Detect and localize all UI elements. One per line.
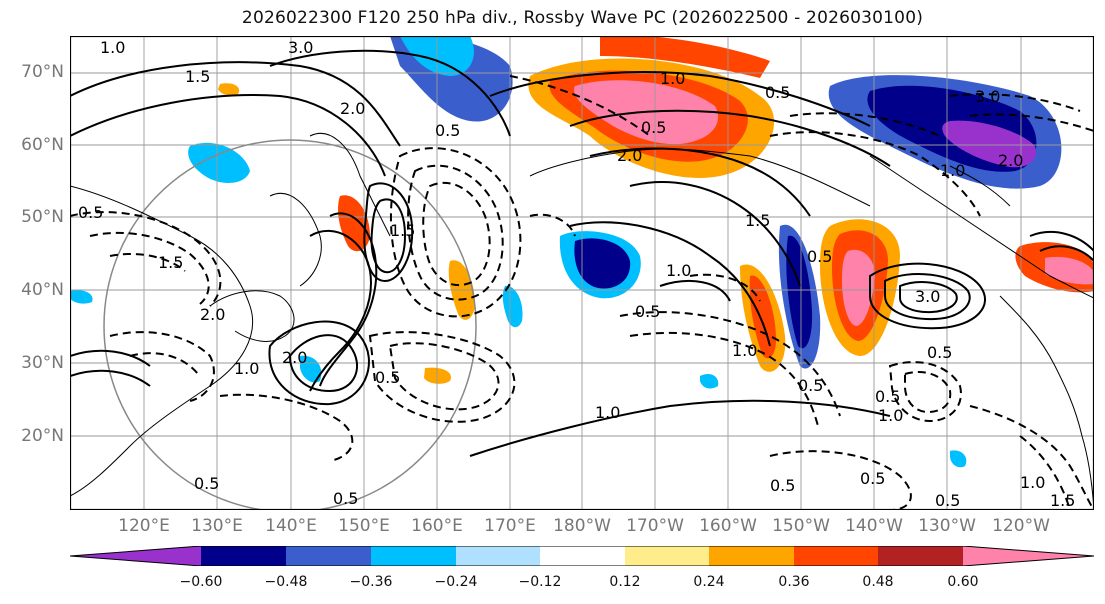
range-circle <box>103 139 477 510</box>
contour-label: 1.0 <box>100 38 125 57</box>
contour-label: 1.0 <box>666 261 691 280</box>
colorbar-segment <box>709 546 794 566</box>
colorbar-segment <box>963 546 1094 566</box>
contour-label: 2.0 <box>200 305 225 324</box>
contour-label: 1.0 <box>940 161 965 180</box>
contour-label: 0.5 <box>641 118 666 137</box>
contour-label: 1.0 <box>732 341 757 360</box>
lon-label: 160°W <box>699 516 757 536</box>
lat-label: 30°N <box>21 353 64 373</box>
shaded-field <box>70 36 1094 468</box>
colorbar-segment <box>70 546 201 566</box>
map-frame <box>70 36 1094 510</box>
contour-label: 3.0 <box>288 38 313 57</box>
contour-label: 0.5 <box>765 83 790 102</box>
lon-label: 120°W <box>992 516 1050 536</box>
colorbar-tick: −0.48 <box>264 574 308 590</box>
contour-label: 0.5 <box>860 469 885 488</box>
map-panel: 1.0 3.0 1.5 2.0 0.5 1.0 2.0 0.5 0.5 3.0 … <box>70 36 1094 510</box>
lon-label: 130°E <box>191 516 243 536</box>
contour-label: 0.5 <box>333 489 358 508</box>
contour-label: 1.0 <box>1020 473 1045 492</box>
lat-label: 40°N <box>21 280 64 300</box>
coastlines <box>70 132 1094 510</box>
colorbar-svg <box>69 545 1095 567</box>
contour-labels: 1.0 3.0 1.5 2.0 0.5 1.0 2.0 0.5 0.5 3.0 … <box>78 38 1075 510</box>
lon-label: 140°W <box>845 516 903 536</box>
lon-label: 120°E <box>118 516 170 536</box>
colorbar-tick: 0.48 <box>862 574 894 590</box>
contour-label: 0.5 <box>935 491 960 510</box>
contour-label: 2.0 <box>617 146 642 165</box>
contour-label: 1.5 <box>745 211 770 230</box>
lon-label: 130°W <box>918 516 976 536</box>
contour-label: 3.0 <box>975 87 1000 106</box>
contour-label: 0.5 <box>927 343 952 362</box>
map-canvas: 1.0 3.0 1.5 2.0 0.5 1.0 2.0 0.5 0.5 3.0 … <box>70 36 1094 510</box>
colorbar <box>69 545 1095 567</box>
colorbar-segment <box>201 546 286 566</box>
lat-label: 50°N <box>21 207 64 227</box>
contour-label: 1.5 <box>390 221 415 240</box>
colorbar-segment <box>286 546 371 566</box>
dashed-contours <box>70 75 1094 510</box>
colorbar-tick: −0.36 <box>349 574 393 590</box>
solid-contours <box>70 49 1094 457</box>
contour-label: 0.5 <box>635 302 660 321</box>
colorbar-segment <box>456 546 540 566</box>
colorbar-tick: 0.60 <box>947 574 979 590</box>
colorbar-segment <box>371 546 456 566</box>
lon-label: 150°E <box>338 516 390 536</box>
contour-label: 0.5 <box>807 247 832 266</box>
lat-label: 20°N <box>21 426 64 446</box>
lon-label: 170°E <box>484 516 536 536</box>
colorbar-tick: 0.12 <box>609 574 641 590</box>
contour-label: 0.5 <box>78 203 103 222</box>
lat-label: 60°N <box>21 135 64 155</box>
lon-label: 140°E <box>265 516 317 536</box>
colorbar-tick: 0.24 <box>693 574 725 590</box>
contour-label: 3.0 <box>915 287 940 306</box>
contour-label: 0.5 <box>194 474 219 493</box>
contour-label: 0.5 <box>875 387 900 406</box>
contour-label: 0.5 <box>770 476 795 495</box>
lon-label: 150°W <box>772 516 830 536</box>
colorbar-segment <box>878 546 963 566</box>
contour-label: 1.5 <box>1050 491 1075 510</box>
contour-label: 0.5 <box>435 121 460 140</box>
map-title: 2026022300 F120 250 hPa div., Rossby Wav… <box>241 8 924 28</box>
lon-label: 160°E <box>411 516 463 536</box>
colorbar-segment <box>540 546 625 566</box>
contour-label: 1.0 <box>595 403 620 422</box>
lon-label: 180°W <box>553 516 611 536</box>
contour-label: 2.0 <box>282 348 307 367</box>
contour-label: 1.5 <box>185 67 210 86</box>
contour-label: 1.0 <box>234 359 259 378</box>
colorbar-segment <box>625 546 709 566</box>
lon-label: 170°W <box>626 516 684 536</box>
contour-label: 2.0 <box>340 99 365 118</box>
contour-label: 1.0 <box>660 69 685 88</box>
contour-label: 0.5 <box>375 368 400 387</box>
contour-label: 1.5 <box>158 253 183 272</box>
colorbar-segment <box>794 546 878 566</box>
contour-label: 1.0 <box>878 406 903 425</box>
lat-label: 70°N <box>21 62 64 82</box>
colorbar-tick: −0.60 <box>179 574 223 590</box>
colorbar-tick: 0.36 <box>778 574 810 590</box>
contour-label: 0.5 <box>798 376 823 395</box>
contour-label: 2.0 <box>998 151 1023 170</box>
colorbar-tick: −0.24 <box>434 574 478 590</box>
colorbar-tick: −0.12 <box>518 574 562 590</box>
